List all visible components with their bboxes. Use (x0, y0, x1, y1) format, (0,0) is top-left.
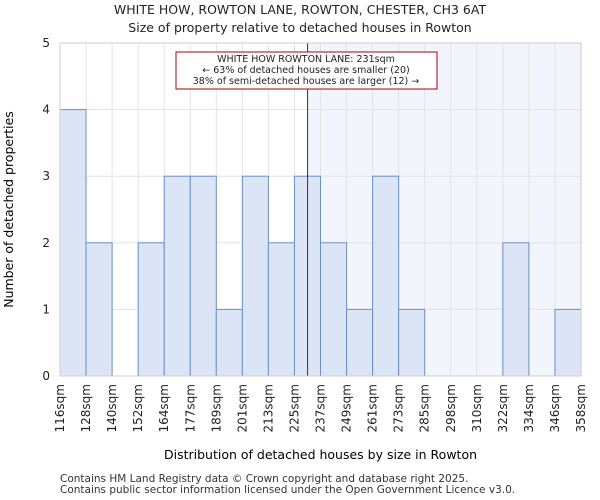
y-axis-label: Number of detached properties (1, 111, 16, 308)
x-axis-label: Distribution of detached houses by size … (164, 447, 477, 462)
x-tick-label: 177sqm (183, 384, 197, 432)
y-tick-label: 3 (42, 169, 50, 183)
footer-line-2: Contains public sector information licen… (60, 484, 516, 496)
bar (241, 175, 269, 377)
bar (137, 242, 165, 377)
annotation-box (175, 51, 438, 90)
x-tick-label: 322sqm (496, 384, 510, 432)
annotation-line-3: 38% of semi-detached houses are larger (… (193, 76, 420, 87)
x-tick-label: 225sqm (287, 384, 301, 432)
bar (59, 109, 87, 377)
bar (320, 242, 348, 377)
annotation-line-2: ← 63% of detached houses are smaller (20… (202, 65, 409, 76)
y-tick-label: 1 (42, 302, 50, 316)
y-axis: 0 1 2 3 4 5 (42, 36, 50, 383)
y-tick-label: 4 (42, 103, 50, 117)
x-tick-label: 237sqm (314, 384, 328, 432)
x-tick-label: 261sqm (366, 384, 380, 432)
bar (554, 308, 582, 377)
x-tick-label: 285sqm (418, 384, 432, 432)
bar (502, 242, 530, 377)
x-tick-label: 346sqm (548, 384, 562, 432)
bar (372, 175, 400, 377)
y-tick-label: 5 (42, 36, 50, 50)
x-tick-label: 189sqm (209, 384, 223, 432)
x-tick-label: 334sqm (522, 384, 536, 432)
footer-line-1: Contains HM Land Registry data © Crown c… (60, 473, 469, 485)
x-tick-label: 358sqm (574, 384, 588, 432)
x-tick-label: 298sqm (444, 384, 458, 432)
y-tick-label: 2 (42, 236, 50, 250)
bars (59, 109, 582, 377)
bar (346, 308, 374, 377)
histogram-chart: 0 1 2 3 4 5 116sqm 128sqm 140sqm 152sqm 164sqm 177… (1, 36, 588, 462)
x-axis: 116sqm 128sqm 140sqm 152sqm 164sqm 177sqm 189s… (53, 384, 588, 432)
chart-title: WHITE HOW, ROWTON LANE, ROWTON, CHESTER,… (113, 2, 487, 17)
plot-frame (59, 42, 582, 377)
bar (189, 175, 217, 377)
bar (267, 242, 295, 377)
x-tick-label: 201sqm (235, 384, 249, 432)
x-tick-label: 213sqm (261, 384, 275, 432)
x-tick-label: 152sqm (131, 384, 145, 432)
bar (85, 242, 113, 377)
bar (215, 308, 243, 377)
x-tick-label: 249sqm (340, 384, 354, 432)
x-tick-label: 310sqm (470, 384, 484, 432)
x-tick-label: 273sqm (392, 384, 406, 432)
x-tick-label: 164sqm (157, 384, 171, 432)
y-tick-label: 0 (42, 369, 50, 383)
bar (163, 175, 191, 377)
marker-annotation: WHITE HOW ROWTON LANE: 231sqm ← 63% of d… (175, 51, 438, 90)
chart-subtitle: Size of property relative to detached ho… (128, 20, 472, 35)
annotation-line-1: WHITE HOW ROWTON LANE: 231sqm (217, 54, 395, 65)
x-tick-label: 140sqm (105, 384, 119, 432)
x-tick-label: 116sqm (53, 384, 67, 432)
bar (398, 308, 426, 377)
x-tick-label: 128sqm (79, 384, 93, 432)
